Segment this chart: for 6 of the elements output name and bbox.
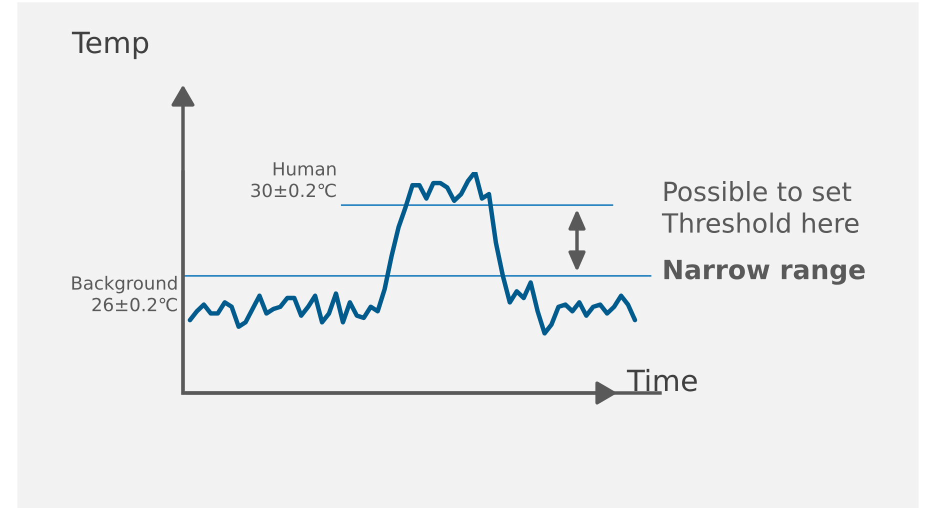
text: Possible to set Threshold here — [662, 181, 858, 233]
text: Narrow range — [664, 260, 865, 285]
ref-line-label: Human 30±0.2℃ — [251, 162, 336, 198]
ref-line-label: Background 26±0.2℃ — [72, 276, 177, 312]
x-axis-title: Time — [626, 368, 697, 392]
y-axis-title: Temp — [72, 32, 148, 60]
